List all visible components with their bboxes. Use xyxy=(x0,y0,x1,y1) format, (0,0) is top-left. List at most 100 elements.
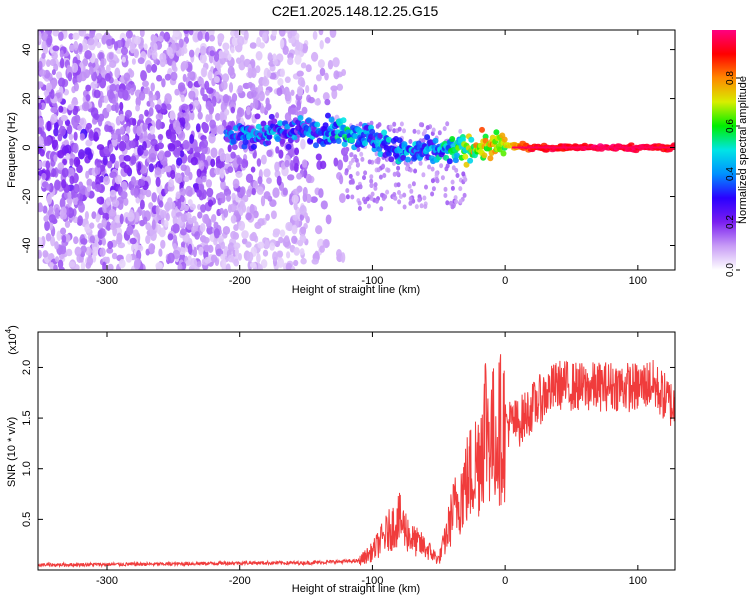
spectrogram-cell xyxy=(422,195,427,201)
spectrogram-cell xyxy=(198,246,204,256)
spectrogram-cell xyxy=(277,120,284,127)
spectrogram-cell xyxy=(396,165,401,171)
spectrogram-cell xyxy=(114,214,122,224)
y-tick-label: 0 xyxy=(21,144,33,150)
spectrogram-cell xyxy=(58,125,66,137)
spectrogram-cell xyxy=(183,30,190,35)
spectrogram-cell xyxy=(179,150,185,158)
spectrogram-cell xyxy=(157,142,164,150)
spectrogram-cell xyxy=(401,141,408,148)
spectrogram-cell xyxy=(463,161,470,168)
spectrogram-cell xyxy=(84,147,92,155)
spectrogram-cell xyxy=(64,234,71,243)
spectrogram-cell xyxy=(57,77,66,88)
spectrogram-cell xyxy=(172,30,180,38)
spectrogram-cell xyxy=(271,30,278,37)
spectrogram-cell xyxy=(149,230,157,242)
spectrogram-cell xyxy=(370,191,375,197)
spectrogram-cell xyxy=(209,34,215,42)
spectrogram-cell xyxy=(246,188,252,198)
spectrogram-cell xyxy=(350,194,355,200)
spectrogram-cell xyxy=(39,69,46,77)
snr-frame xyxy=(37,331,676,571)
spectrogram-cell xyxy=(85,84,92,92)
spectrogram-cell xyxy=(60,206,67,216)
spectrogram-cell xyxy=(241,158,247,169)
spectrogram-cell xyxy=(194,231,201,240)
spectrogram-cell xyxy=(112,226,117,237)
x-tick-label: 0 xyxy=(502,275,508,287)
spectrogram-cell xyxy=(423,128,428,134)
spectrogram-cell xyxy=(392,192,397,197)
spectrogram-cell xyxy=(114,67,121,79)
spectrogram-cell xyxy=(221,80,228,90)
spectrogram-cell xyxy=(313,142,319,149)
spectrogram-cell xyxy=(150,101,155,108)
spectrogram-cell xyxy=(71,62,79,73)
spectrogram-cell xyxy=(54,256,60,263)
spectrogram-cell xyxy=(264,239,270,250)
spectrogram-cell xyxy=(60,227,67,235)
spectrogram-cell xyxy=(333,70,340,80)
spectrogram-cell xyxy=(315,225,323,235)
spectrogram-cell xyxy=(290,89,295,96)
spectrogram-cell xyxy=(294,54,302,65)
spectrogram-cell xyxy=(313,84,318,93)
spectrogram-cell xyxy=(165,212,170,222)
spectrogram-cell xyxy=(231,192,236,201)
spectrogram-cell xyxy=(38,95,41,105)
snr-x-ticks: -300 -200 -100 0 100 xyxy=(96,332,647,587)
spectrogram-cell xyxy=(227,53,232,61)
spectrogram-cell xyxy=(388,124,393,130)
spectrogram-cell xyxy=(95,214,100,223)
colorbar-tick-label: 0.8 xyxy=(725,71,736,85)
spectrogram-cell xyxy=(381,163,386,169)
spectrogram-cell xyxy=(330,85,338,92)
spectrogram-cell xyxy=(72,142,79,154)
spectrogram-cell xyxy=(127,211,135,222)
spectrogram-cell xyxy=(54,207,60,219)
spectrogram-cell xyxy=(184,122,191,131)
spectrogram-cell xyxy=(180,164,187,172)
spectrogram-cell xyxy=(214,76,220,84)
spectrogram-cell xyxy=(51,52,58,60)
spectrogram-cell xyxy=(59,197,66,209)
spectrogram-cell xyxy=(101,218,107,228)
spectrogram-cell xyxy=(431,186,436,192)
spectrogram-cell xyxy=(376,167,381,173)
spectrogram-cell xyxy=(188,30,194,36)
spectrogram-cell xyxy=(147,132,154,141)
spectrogram-cell xyxy=(423,204,428,209)
spectrogram-cell xyxy=(96,197,101,204)
spectrogram-cell xyxy=(79,30,87,37)
spectrogram-cell xyxy=(310,51,319,62)
spectrogram-cell xyxy=(73,40,79,51)
spectrogram-cell xyxy=(299,213,305,221)
spectrogram-cell xyxy=(378,174,383,180)
spectrogram-cell xyxy=(299,204,307,216)
spectrogram-cell xyxy=(329,30,337,38)
spectrogram-cell xyxy=(97,116,103,127)
spectrogram-cell xyxy=(88,129,94,139)
spectrogram-cell xyxy=(172,119,181,131)
spectrogram-cell xyxy=(358,184,363,190)
spectrogram-cell xyxy=(246,91,254,99)
spectrogram-cell xyxy=(300,62,307,69)
spectrogram-cell xyxy=(155,205,160,215)
spectrogram-cell xyxy=(77,124,83,131)
spectrogram-cell xyxy=(207,199,214,207)
spectrogram-cell xyxy=(407,183,412,189)
spectrogram-cell xyxy=(260,259,268,269)
spectrogram-cell xyxy=(57,162,65,171)
spectrogram-cell xyxy=(125,83,132,91)
spectrogram-cell xyxy=(78,202,85,213)
spectrogram-cell xyxy=(193,99,199,107)
spectrogram-cell xyxy=(51,168,57,178)
spectrogram-cell xyxy=(155,113,164,121)
spectrogram-cell xyxy=(120,191,128,199)
spectrogram-cell xyxy=(222,94,230,104)
spectrogram-cell xyxy=(137,57,145,65)
spectrogram-cell xyxy=(418,160,423,166)
spectrogram-cell xyxy=(77,43,83,53)
spectrogram-cell xyxy=(227,166,234,173)
